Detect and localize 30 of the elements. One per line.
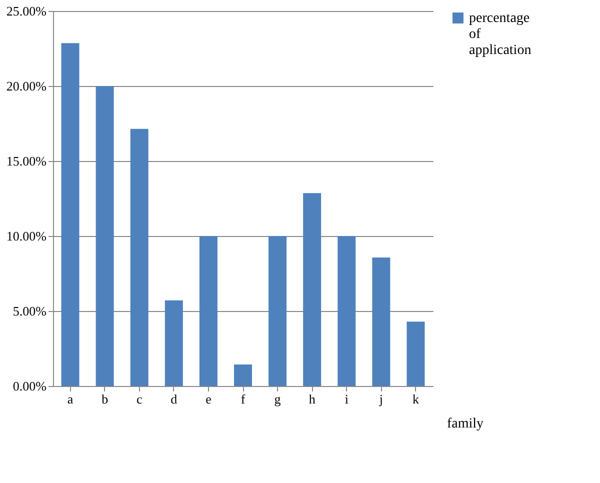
x-tick-label: h xyxy=(308,392,316,406)
x-tick-label: k xyxy=(412,392,420,406)
bar xyxy=(164,300,183,386)
y-tick-label: 15.00% xyxy=(6,154,47,168)
x-axis-title: family xyxy=(446,416,484,432)
x-tick-label: a xyxy=(67,392,74,406)
x-tick-label: c xyxy=(136,392,142,406)
x-tick-label: i xyxy=(344,392,349,406)
y-tick-label: 20.00% xyxy=(6,78,47,94)
bar xyxy=(372,257,390,386)
y-tick-label: 5.00% xyxy=(12,304,47,318)
y-tick-label: 25.00% xyxy=(6,4,47,18)
y-tick-label: 0.00% xyxy=(12,378,47,394)
bar xyxy=(303,193,322,386)
x-tick-label: e xyxy=(206,392,212,406)
bar xyxy=(130,128,148,386)
bar xyxy=(199,236,218,386)
x-tick-label: g xyxy=(274,392,282,406)
x-tick-label: j xyxy=(378,392,383,406)
bar xyxy=(406,322,425,386)
x-tick-label: d xyxy=(170,392,178,406)
legend-label: percentage of application xyxy=(469,11,532,58)
bar xyxy=(61,43,80,386)
y-tick-label: 10.00% xyxy=(6,228,47,244)
x-tick-label: f xyxy=(240,392,246,406)
x-tick-label: b xyxy=(102,392,108,406)
bar xyxy=(96,86,114,386)
bar xyxy=(338,236,356,386)
bar xyxy=(268,236,287,386)
bar xyxy=(234,364,252,386)
